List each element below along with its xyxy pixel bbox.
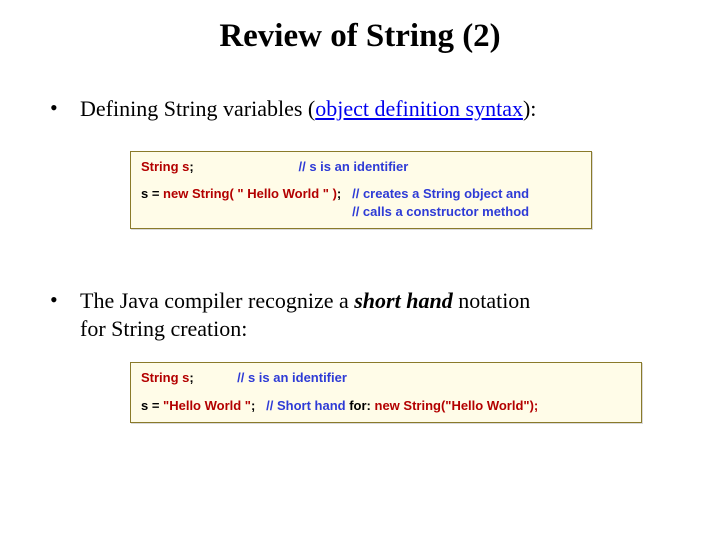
code-text: s = <box>141 398 163 413</box>
code-comment: // <box>299 159 310 174</box>
code-kw: String s <box>141 159 189 174</box>
code-comment: // <box>352 186 363 201</box>
code-box-1: String s; // s is an identifier s = new … <box>130 151 592 230</box>
b1-prefix: Defining String variables ( <box>80 96 315 121</box>
code1-line2: s = new String( " Hello World " ); // cr… <box>141 185 581 203</box>
code-comment: calls a constructor method <box>363 204 529 219</box>
code-kw: String s <box>141 370 189 385</box>
b2-line2: for String creation: <box>80 316 247 341</box>
bullet-2: • The Java compiler recognize a short ha… <box>50 287 680 342</box>
code-comment: creates a String object and <box>363 186 529 201</box>
code-comment: // <box>266 398 277 413</box>
code2-line2: s = "Hello World "; // Short hand for: n… <box>141 397 631 415</box>
code2-line1: String s; // s is an identifier <box>141 369 631 387</box>
code-comment: Short hand <box>277 398 349 413</box>
bullet-2-text: The Java compiler recognize a short hand… <box>80 287 680 342</box>
code-kw: new String( " Hello World " ) <box>163 186 337 201</box>
code-spacer <box>255 398 266 413</box>
code-kw: new String("Hello World"); <box>375 398 539 413</box>
bullet-dot-icon: • <box>50 287 80 313</box>
code-box-2: String s; // s is an identifier s = "Hel… <box>130 362 642 423</box>
code-comment: // <box>237 370 248 385</box>
b2-b: short hand <box>354 288 452 313</box>
code-text: s = <box>141 186 163 201</box>
code1-line1: String s; // s is an identifier <box>141 158 581 176</box>
page-title: Review of String (2) <box>0 0 720 65</box>
code-blank <box>141 387 631 397</box>
code-box-2-wrap: String s; // s is an identifier s = "Hel… <box>130 362 720 423</box>
object-definition-syntax-link[interactable]: object definition syntax <box>315 96 523 121</box>
code-comment: s is an identifier <box>248 370 347 385</box>
code-kw: "Hello World " <box>163 398 251 413</box>
bullet-dot-icon: • <box>50 95 80 121</box>
bullet-1-text: Defining String variables (object defini… <box>80 95 680 123</box>
b2-c: notation <box>453 288 531 313</box>
bullet-1: • Defining String variables (object defi… <box>50 95 680 123</box>
code-spacer <box>194 370 237 385</box>
code-spacer <box>341 186 352 201</box>
slide: Review of String (2) • Defining String v… <box>0 0 720 540</box>
code-spacer <box>194 159 299 174</box>
b1-suffix: ): <box>523 96 536 121</box>
b2-a: The Java compiler recognize a <box>80 288 354 313</box>
code-blank <box>141 175 581 185</box>
code1-line3: s = new String( " Hello World " ); // ca… <box>141 203 581 221</box>
code-comment: // <box>352 204 363 219</box>
code-box-1-wrap: String s; // s is an identifier s = new … <box>130 151 720 230</box>
code-text: for: <box>349 398 374 413</box>
code-comment: s is an identifier <box>309 159 408 174</box>
